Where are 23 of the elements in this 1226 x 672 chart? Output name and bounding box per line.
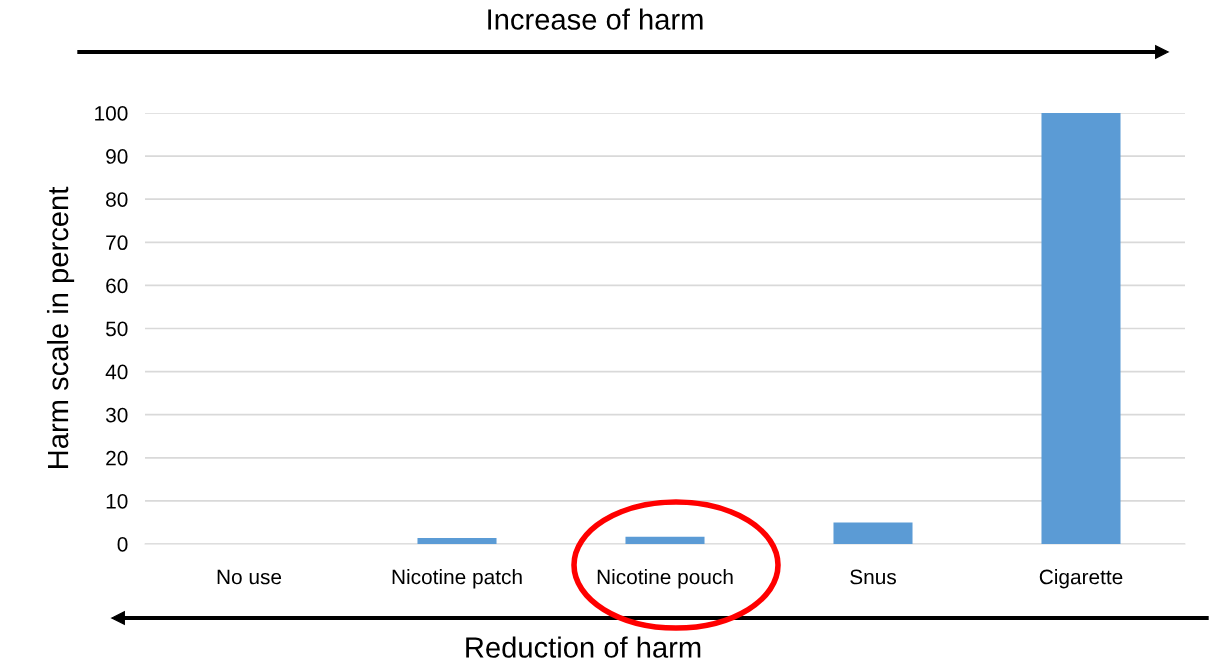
bar <box>625 536 705 544</box>
y-tick-label: 30 <box>105 407 128 423</box>
y-tick-label: 60 <box>106 278 128 294</box>
bar <box>1041 113 1121 544</box>
bar <box>833 522 913 544</box>
y-tick-label: 90 <box>106 149 128 164</box>
x-tick-label: No use <box>217 569 282 585</box>
y-tick-label: 40 <box>105 364 128 380</box>
y-tick-label: 10 <box>106 493 128 509</box>
text: Reduction of harm <box>466 636 701 658</box>
y-tick-label: 0 <box>117 537 128 552</box>
y-tick-label: 80 <box>106 192 128 207</box>
x-tick-label: Nicotine patch <box>392 569 522 589</box>
y-tick-label: 20 <box>106 450 128 466</box>
bar <box>417 537 497 544</box>
y-tick-label: 50 <box>106 321 128 337</box>
y-axis-title: Harm scale in percent <box>46 186 75 468</box>
x-tick-label: Cigarette <box>1039 569 1123 589</box>
text: Increase of harm <box>488 8 703 30</box>
y-tick-label: 70 <box>106 235 128 251</box>
x-tick-label: Nicotine pouch <box>597 569 733 589</box>
y-tick-label: 100 <box>95 106 128 121</box>
x-tick-label: Snus <box>850 569 896 585</box>
